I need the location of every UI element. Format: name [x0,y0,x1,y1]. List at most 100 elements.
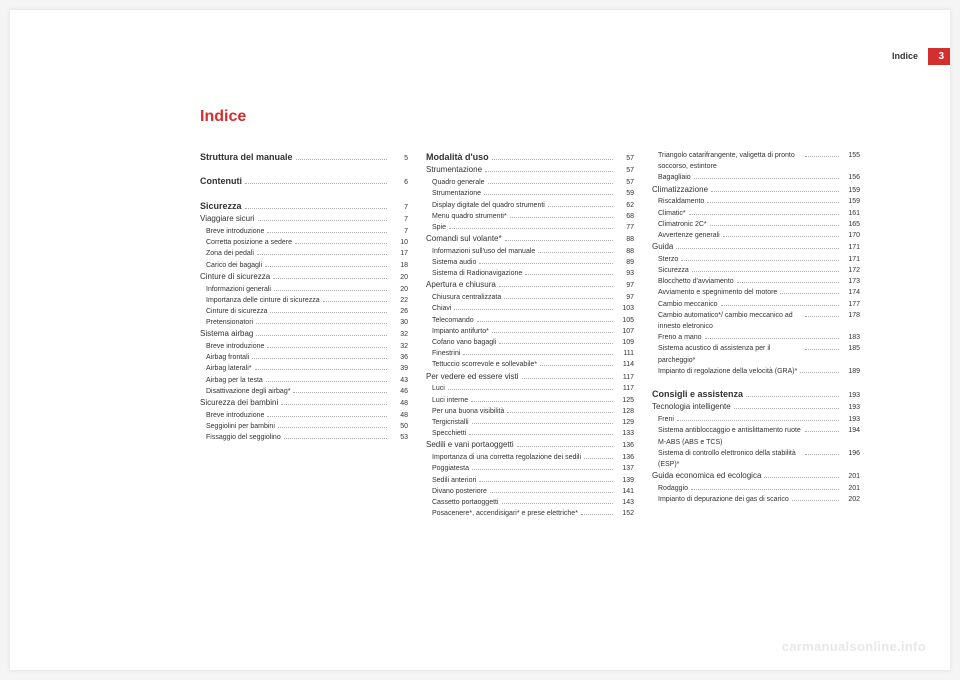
toc-entry: Breve introduzione32 [200,341,408,352]
toc-entry: Importanza delle cinture di sicurezza22 [200,295,408,306]
toc-entry-page: 17 [390,248,408,259]
toc-entry-label: Corretta posizione a sedere [200,237,292,248]
toc-leader-dots [502,503,613,504]
toc-entry-label: Airbag per la testa [200,375,263,386]
toc-leader-dots [323,301,387,302]
toc-entry-page: 129 [616,417,634,428]
toc-entry-page: 7 [390,202,408,213]
toc-leader-dots [258,220,387,221]
toc-leader-dots [805,316,839,317]
toc-entry: Sedili e vani portaoggetti136 [426,439,634,452]
toc-entry: Telecomando105 [426,315,634,326]
toc-entry: Climatizzazione159 [652,184,860,197]
toc-leader-dots [284,438,387,439]
toc-leader-dots [296,159,387,160]
document-page: Indice 3 Indice Struttura del manuale5Co… [10,10,950,670]
toc-entry-label: Freno a mano [652,332,702,343]
toc-entry-page: 18 [390,260,408,271]
toc-entry-label: Contenuti [200,174,242,188]
toc-entry-label: Disattivazione degli airbag* [200,386,290,397]
toc-entry: Guida economica ed ecologica201 [652,470,860,483]
toc-entry: Divano posteriore141 [426,486,634,497]
toc-entry-label: Sistema acustico di assistenza per il pa… [652,343,802,365]
toc-entry-label: Rodaggio [652,483,688,494]
toc-entry-label: Importanza delle cinture di sicurezza [200,295,320,306]
toc-entry-label: Informazioni sull'uso del manuale [426,246,535,257]
toc-leader-dots [692,271,839,272]
toc-leader-dots [278,427,387,428]
toc-entry-label: Pretensionatori [200,317,253,328]
toc-leader-dots [694,178,839,179]
toc-column: Triangolo catarifrangente, valigetta di … [652,150,860,519]
header-page-tab: 3 [928,48,950,65]
toc-leader-dots [681,260,839,261]
toc-leader-dots [780,293,839,294]
toc-leader-dots [477,321,613,322]
toc-entry-label: Avviamento e spegnimento del motore [652,287,777,298]
toc-entry: Strumentazione57 [426,164,634,177]
toc-entry-page: 57 [616,153,634,164]
toc-entry-page: 193 [842,414,860,425]
toc-entry-page: 137 [616,463,634,474]
toc-entry-page: 193 [842,390,860,401]
toc-entry-label: Display digitale del quadro strumenti [426,200,545,211]
toc-leader-dots [792,500,839,501]
toc-entry-page: 93 [616,268,634,279]
page-title: Indice [200,108,246,126]
toc-leader-dots [517,446,613,447]
toc-entry: Sicurezza172 [652,265,860,276]
toc-entry-page: 156 [842,172,860,183]
toc-leader-dots [255,369,387,370]
toc-entry: Cofano vano bagagli 109 [426,337,634,348]
toc-entry: Contenuti6 [200,174,408,188]
toc-leader-dots [705,338,839,339]
toc-leader-dots [507,412,613,413]
toc-entry: Climatic*161 [652,208,860,219]
toc-entry: Per una buona visibilità128 [426,406,634,417]
toc-entry: Sistema airbag32 [200,328,408,341]
toc-entry-page: 89 [616,257,634,268]
toc-entry: Chiusura centralizzata97 [426,292,634,303]
toc-entry: Modalità d'uso57 [426,150,634,164]
toc-entry-page: 107 [616,326,634,337]
toc-leader-dots [490,492,613,493]
toc-entry-page: 117 [616,383,634,394]
toc-entry-page: 177 [842,299,860,310]
toc-entry-page: 109 [616,337,634,348]
toc-entry-page: 114 [616,359,634,370]
toc-entry-label: Specchietti [426,428,466,439]
toc-entry: Freno a mano183 [652,332,860,343]
toc-entry-label: Cofano vano bagagli [426,337,496,348]
toc-entry: Zona dei pedali 17 [200,248,408,259]
toc-leader-dots [800,372,839,373]
toc-column: Struttura del manuale5Contenuti6Sicurezz… [200,150,408,519]
toc-columns: Struttura del manuale5Contenuti6Sicurezz… [200,150,860,519]
toc-entry: Airbag laterali*39 [200,363,408,374]
toc-entry-label: Spie [426,222,446,233]
toc-entry-label: Sterzo [652,254,678,265]
toc-leader-dots [295,243,387,244]
toc-leader-dots [805,156,839,157]
toc-leader-dots [257,254,387,255]
toc-leader-dots [721,305,839,306]
toc-leader-dots [499,286,613,287]
toc-entry-label: Zona dei pedali [200,248,254,259]
toc-entry: Strumentazione59 [426,188,634,199]
toc-entry-page: 133 [616,428,634,439]
toc-entry: Guida171 [652,241,860,254]
toc-entry-page: 136 [616,452,634,463]
toc-leader-dots [504,298,613,299]
toc-entry-label: Impianto antifurto* [426,326,489,337]
toc-entry-page: 111 [616,348,634,359]
toc-entry: Cambio meccanico177 [652,299,860,310]
toc-entry-label: Poggiatesta [426,463,469,474]
toc-entry-label: Tecnologia intelligente [652,401,731,414]
toc-entry-label: Apertura e chiusura [426,279,496,292]
toc-entry-label: Strumentazione [426,164,482,177]
toc-entry-label: Informazioni generali [200,284,271,295]
toc-entry-page: 20 [390,272,408,283]
toc-entry-page: 189 [842,366,860,377]
toc-entry-page: 68 [616,211,634,222]
toc-leader-dots [492,159,613,160]
toc-spacer [200,189,408,199]
